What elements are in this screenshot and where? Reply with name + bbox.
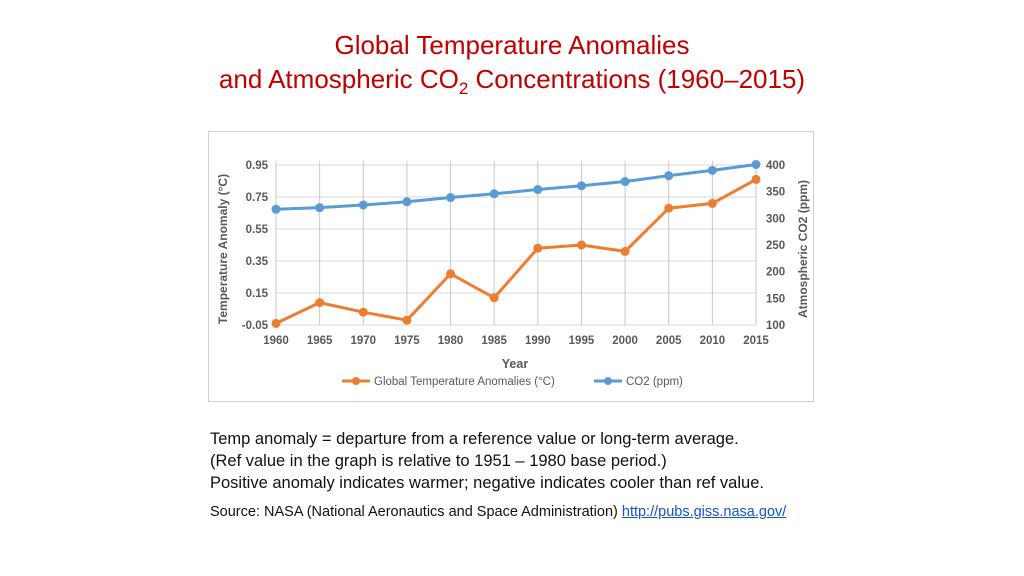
legend-label: CO2 (ppm) bbox=[626, 376, 683, 388]
x-tick-label: 2015 bbox=[743, 335, 769, 347]
data-point bbox=[358, 307, 368, 317]
note-line: Positive anomaly indicates warmer; negat… bbox=[210, 474, 764, 492]
data-point bbox=[533, 185, 543, 195]
x-tick-label: 1990 bbox=[525, 335, 551, 347]
y2-axis-ticks: 100 150 200 250 300 350 400 bbox=[766, 160, 785, 332]
y-axis-label: Temperature Anomaly (°C) bbox=[216, 174, 230, 324]
data-point bbox=[402, 315, 412, 325]
source-line: Source: NASA (National Aeronautics and S… bbox=[210, 504, 786, 520]
data-point bbox=[446, 193, 456, 203]
y2-tick-label: 350 bbox=[766, 187, 785, 199]
y2-tick-label: 200 bbox=[766, 267, 785, 279]
y-tick-label: -0.05 bbox=[242, 320, 269, 332]
y2-tick-label: 150 bbox=[766, 293, 785, 305]
series-line bbox=[275, 162, 757, 211]
series-group bbox=[271, 159, 761, 328]
title-prefix: and Atmospheric CO bbox=[218, 64, 459, 94]
x-tick-label: 1970 bbox=[350, 335, 376, 347]
y-axis-ticks: -0.05 0.15 0.35 0.55 0.75 0.95 bbox=[242, 160, 269, 332]
slide-title-line-2: and Atmospheric CO2 Concentrations (1960… bbox=[0, 62, 1024, 98]
notes: Temp anomaly = departure from a referenc… bbox=[210, 428, 764, 494]
x-tick-label: 1980 bbox=[438, 335, 464, 347]
x-axis-ticks: 1960 1965 1970 1975 1980 1985 1990 1995 2000 2005… bbox=[263, 335, 769, 347]
x-axis-label: Year bbox=[502, 357, 529, 371]
series-line bbox=[275, 178, 757, 325]
note-line: Temp anomaly = departure from a referenc… bbox=[210, 430, 739, 448]
y2-tick-label: 400 bbox=[766, 160, 785, 172]
data-point bbox=[664, 203, 674, 213]
y-tick-label: 0.95 bbox=[246, 160, 269, 172]
chart-frame: -0.05 0.15 0.35 0.55 0.75 0.95 100 150 200 250 30… bbox=[208, 131, 814, 402]
x-tick-label: 2000 bbox=[612, 335, 638, 347]
data-point bbox=[707, 165, 717, 175]
data-point bbox=[358, 200, 368, 210]
y-tick-label: 0.55 bbox=[246, 224, 269, 236]
data-point bbox=[576, 240, 586, 250]
legend: Global Temperature Anomalies (°C) CO2 (pp… bbox=[342, 376, 683, 388]
source-link[interactable]: http://pubs.giss.nasa.gov/ bbox=[621, 504, 787, 520]
data-point bbox=[533, 243, 543, 253]
y-tick-label: 0.15 bbox=[246, 288, 269, 300]
x-tick-label: 1975 bbox=[394, 335, 420, 347]
data-point bbox=[489, 189, 499, 199]
data-point bbox=[664, 171, 674, 181]
x-tick-label: 2010 bbox=[700, 335, 726, 347]
data-point bbox=[271, 318, 281, 328]
legend-label: Global Temperature Anomalies (°C) bbox=[374, 376, 555, 388]
data-point bbox=[751, 159, 761, 169]
y2-tick-label: 100 bbox=[766, 320, 785, 332]
x-tick-label: 1985 bbox=[481, 335, 507, 347]
y2-tick-label: 300 bbox=[766, 213, 785, 225]
x-tick-label: 1965 bbox=[307, 335, 333, 347]
data-point bbox=[315, 298, 325, 308]
title-suffix: Concentrations (1960–2015) bbox=[468, 64, 806, 94]
source-label: Source: NASA (National Aeronautics and S… bbox=[210, 504, 622, 520]
x-tick-label: 1995 bbox=[569, 335, 595, 347]
data-point bbox=[271, 204, 281, 214]
data-point bbox=[489, 293, 499, 303]
note-line: (Ref value in the graph is relative to 1… bbox=[210, 452, 667, 470]
x-tick-label: 2005 bbox=[656, 335, 682, 347]
grid bbox=[275, 161, 757, 326]
legend-swatch-marker bbox=[352, 377, 360, 385]
chart: -0.05 0.15 0.35 0.55 0.75 0.95 100 150 200 250 30… bbox=[216, 159, 810, 388]
data-point bbox=[620, 177, 630, 187]
y-tick-label: 0.35 bbox=[246, 256, 269, 268]
data-point bbox=[751, 174, 761, 184]
title-subscript: 2 bbox=[458, 79, 469, 98]
y2-axis-label: Atmospheric CO2 (ppm) bbox=[796, 180, 810, 318]
data-point bbox=[315, 203, 325, 213]
slide-title-line-1: Global Temperature Anomalies bbox=[334, 30, 690, 60]
y2-tick-label: 250 bbox=[766, 240, 785, 252]
data-point bbox=[576, 181, 586, 191]
data-point bbox=[620, 246, 630, 256]
y-tick-label: 0.75 bbox=[246, 192, 269, 204]
data-point bbox=[402, 197, 412, 207]
data-point bbox=[446, 269, 456, 279]
legend-swatch-marker bbox=[604, 377, 612, 385]
x-tick-label: 1960 bbox=[263, 335, 289, 347]
data-point bbox=[707, 198, 717, 208]
